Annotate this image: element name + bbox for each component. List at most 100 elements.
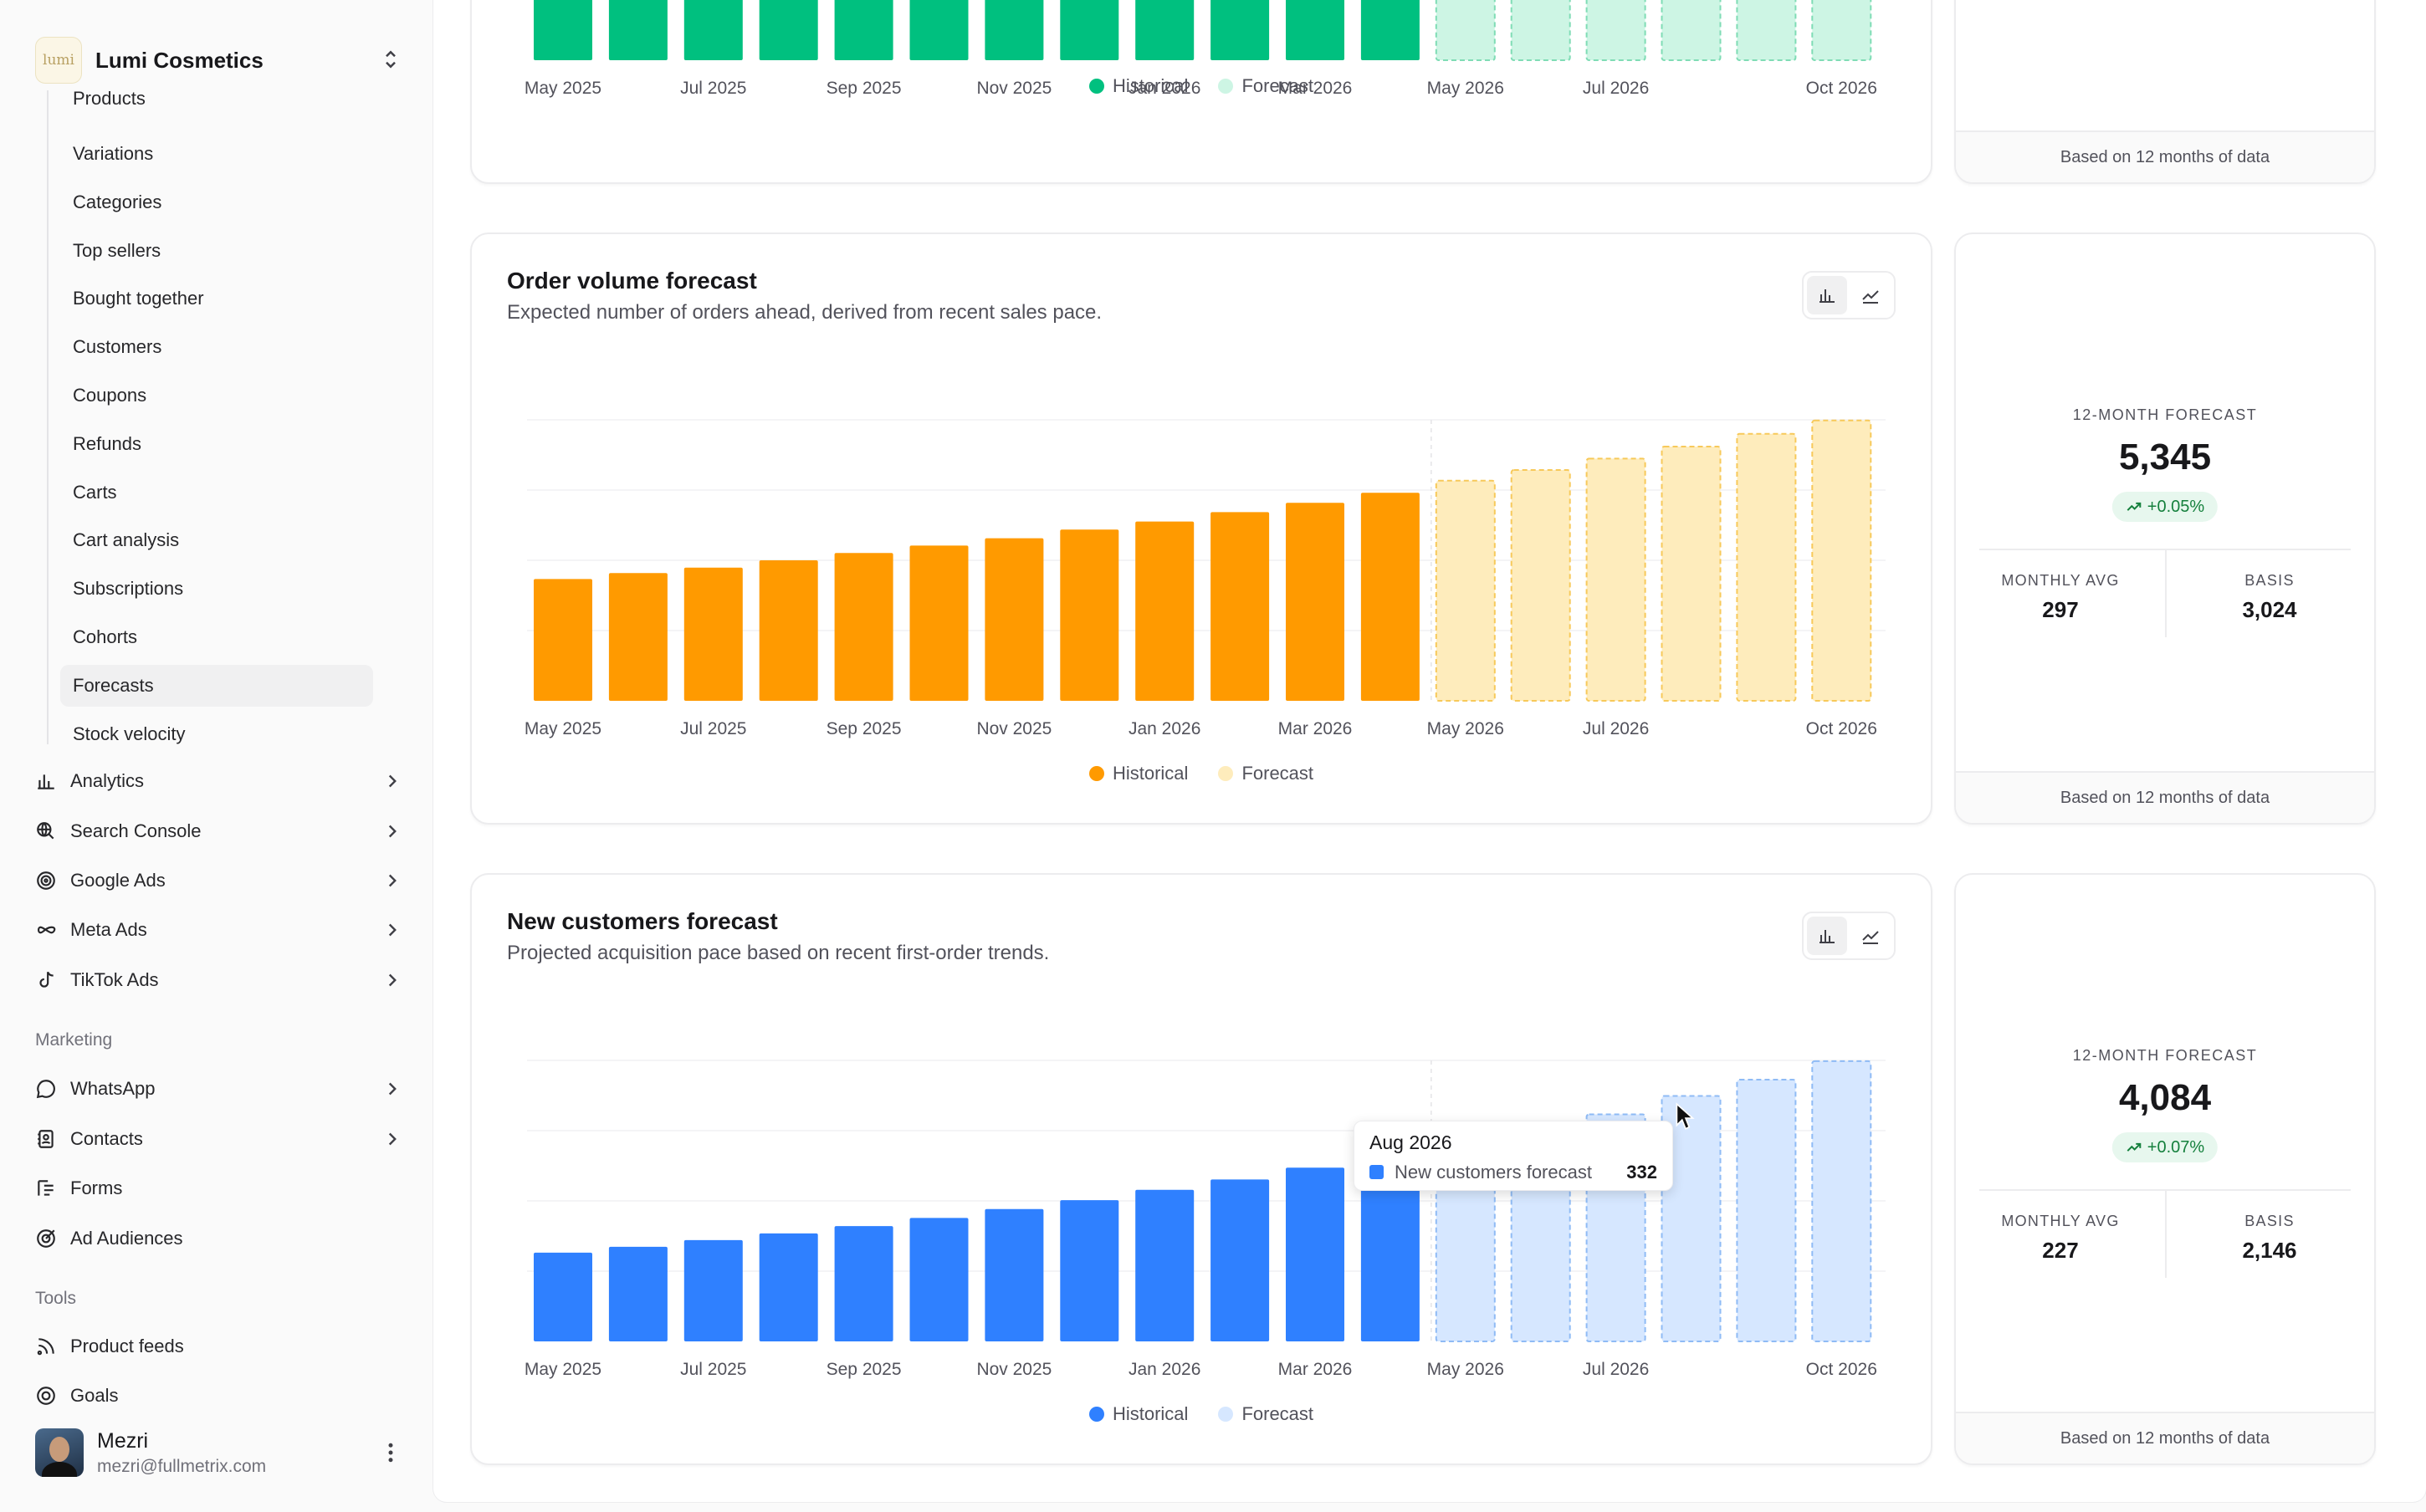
line-view-button[interactable] xyxy=(1850,276,1891,314)
sidebar-subitem-bought-together[interactable]: Bought together xyxy=(73,288,204,309)
sidebar-subitem-stock-velocity[interactable]: Stock velocity xyxy=(73,723,186,744)
sidebar-item-analytics[interactable]: Analytics xyxy=(35,759,403,803)
sidebar-subitem-products[interactable]: Products xyxy=(73,90,146,109)
historical-bar[interactable] xyxy=(759,1233,818,1341)
sidebar-item-product-feeds[interactable]: Product feeds xyxy=(35,1325,403,1368)
forecast-bar[interactable] xyxy=(1811,0,1872,61)
stat-footer: Based on 12 months of data xyxy=(1956,130,2374,182)
workspace-switcher[interactable]: lumi Lumi Cosmetics xyxy=(35,35,403,85)
sidebar-item-search-console[interactable]: Search Console xyxy=(35,810,403,853)
nav-label: Meta Ads xyxy=(70,919,147,940)
historical-bar[interactable] xyxy=(683,1239,743,1341)
bar-view-button[interactable] xyxy=(1807,917,1847,955)
historical-bar[interactable] xyxy=(759,560,818,701)
historical-bar[interactable] xyxy=(985,0,1044,60)
historical-bar[interactable] xyxy=(608,0,668,60)
sidebar-subitem-forecasts[interactable]: Forecasts xyxy=(60,664,373,707)
historical-bar[interactable] xyxy=(608,1246,668,1341)
forecast-bar[interactable] xyxy=(1585,457,1646,702)
forecast-bar[interactable] xyxy=(1811,419,1872,702)
historical-bar[interactable] xyxy=(985,538,1044,701)
historical-bar[interactable] xyxy=(1286,503,1344,701)
line-view-button[interactable] xyxy=(1850,917,1891,955)
sidebar-subitem-customers[interactable]: Customers xyxy=(73,336,162,358)
historical-bar[interactable] xyxy=(683,567,743,701)
sidebar-item-whatsapp[interactable]: WhatsApp xyxy=(35,1067,403,1111)
historical-bar[interactable] xyxy=(985,1208,1044,1341)
sidebar-subitem-coupons[interactable]: Coupons xyxy=(73,385,147,406)
historical-bar[interactable] xyxy=(1286,1167,1344,1341)
historical-bar[interactable] xyxy=(1135,1189,1195,1341)
sidebar-subitem-categories[interactable]: Categories xyxy=(73,191,162,212)
sidebar-subitem-refunds[interactable]: Refunds xyxy=(73,432,141,454)
historical-bar[interactable] xyxy=(1060,0,1119,60)
sidebar-item-goals[interactable]: Goals xyxy=(35,1374,403,1418)
sidebar-subitem-cart-analysis[interactable]: Cart analysis xyxy=(73,529,180,551)
historical-bar[interactable] xyxy=(1135,521,1195,701)
historical-bar[interactable] xyxy=(909,545,969,701)
historical-bar[interactable] xyxy=(534,579,592,701)
sidebar-item-tiktok-ads[interactable]: TikTok Ads xyxy=(35,958,403,1002)
legend-label: Forecast xyxy=(1241,763,1314,784)
forecast-bar[interactable] xyxy=(1510,469,1571,702)
forecast-bar[interactable] xyxy=(1811,1060,1872,1342)
card-subtitle: Projected acquisition pace based on rece… xyxy=(507,942,1050,964)
x-tick-label: Jan 2026 xyxy=(1129,1360,1200,1379)
historical-bar[interactable] xyxy=(1360,493,1420,701)
historical-bar[interactable] xyxy=(909,1218,969,1341)
forecast-bar[interactable] xyxy=(1585,0,1646,61)
historical-bar[interactable] xyxy=(1210,1179,1270,1341)
nav-label: Analytics xyxy=(70,770,145,791)
sidebar-subitem-carts[interactable]: Carts xyxy=(73,481,117,503)
historical-bar[interactable] xyxy=(1360,1156,1420,1341)
monthly-avg-value: 227 xyxy=(2042,1238,2079,1263)
bar-view-button[interactable] xyxy=(1807,276,1847,314)
forecast-bar[interactable] xyxy=(1736,432,1797,702)
forecast-bar[interactable] xyxy=(1736,0,1797,61)
historical-bar[interactable] xyxy=(834,1226,893,1341)
sidebar-subitem-subscriptions[interactable]: Subscriptions xyxy=(73,578,184,600)
sidebar-item-contacts[interactable]: Contacts xyxy=(35,1117,403,1161)
forecast-bar[interactable] xyxy=(1435,479,1496,702)
chart-card-new-customers: New customers forecast Projected acquisi… xyxy=(470,873,1932,1465)
historical-bar[interactable] xyxy=(1060,529,1119,701)
sidebar-subitem-variations[interactable]: Variations xyxy=(73,143,154,164)
forecast-bar[interactable] xyxy=(1661,0,1722,61)
nav-label: Contacts xyxy=(70,1128,143,1149)
x-tick-label: May 2025 xyxy=(525,1360,601,1379)
tooltip-value: 332 xyxy=(1626,1162,1657,1183)
sidebar-item-ad-audiences[interactable]: Ad Audiences xyxy=(35,1217,403,1260)
stat-card-order-volume: 12-MONTH FORECAST 5,345 +0.05% MONTHLY A… xyxy=(1954,232,2376,825)
historical-bar[interactable] xyxy=(608,573,668,701)
historical-bar[interactable] xyxy=(1210,512,1270,701)
sidebar-item-meta-ads[interactable]: Meta Ads xyxy=(35,908,403,952)
x-tick-label: Nov 2025 xyxy=(976,1360,1052,1379)
historical-bar[interactable] xyxy=(834,553,893,701)
bar-chart-icon xyxy=(1820,930,1835,943)
historical-bar[interactable] xyxy=(683,0,743,60)
historical-bar[interactable] xyxy=(834,0,893,60)
sidebar-subitem-top-sellers[interactable]: Top sellers xyxy=(73,239,161,261)
historical-bar[interactable] xyxy=(534,0,592,60)
historical-bar[interactable] xyxy=(1210,0,1270,60)
forecast-bar[interactable] xyxy=(1661,446,1722,702)
historical-bar[interactable] xyxy=(534,1252,592,1341)
x-tick-label: May 2025 xyxy=(525,79,601,98)
historical-bar[interactable] xyxy=(1360,0,1420,60)
user-profile[interactable]: Mezri mezri@fullmetrix.com xyxy=(35,1427,403,1479)
sidebar-item-google-ads[interactable]: Google Ads xyxy=(35,859,403,902)
forecast-bar[interactable] xyxy=(1510,0,1571,61)
historical-bar[interactable] xyxy=(1060,1200,1119,1341)
sidebar-subitem-cohorts[interactable]: Cohorts xyxy=(73,626,138,647)
forecast-bar[interactable] xyxy=(1736,1078,1797,1342)
historical-bar[interactable] xyxy=(759,0,818,60)
historical-bar[interactable] xyxy=(1135,0,1195,60)
x-tick-label: May 2025 xyxy=(525,719,601,738)
historical-bar[interactable] xyxy=(1286,0,1344,60)
forecast-bar[interactable] xyxy=(1435,0,1496,61)
basis-value: 2,146 xyxy=(2242,1238,2297,1263)
historical-bar[interactable] xyxy=(909,0,969,60)
forecast-bar[interactable] xyxy=(1661,1095,1722,1342)
sidebar-item-forms[interactable]: Forms xyxy=(35,1167,403,1210)
more-vertical-icon[interactable] xyxy=(378,1440,403,1465)
